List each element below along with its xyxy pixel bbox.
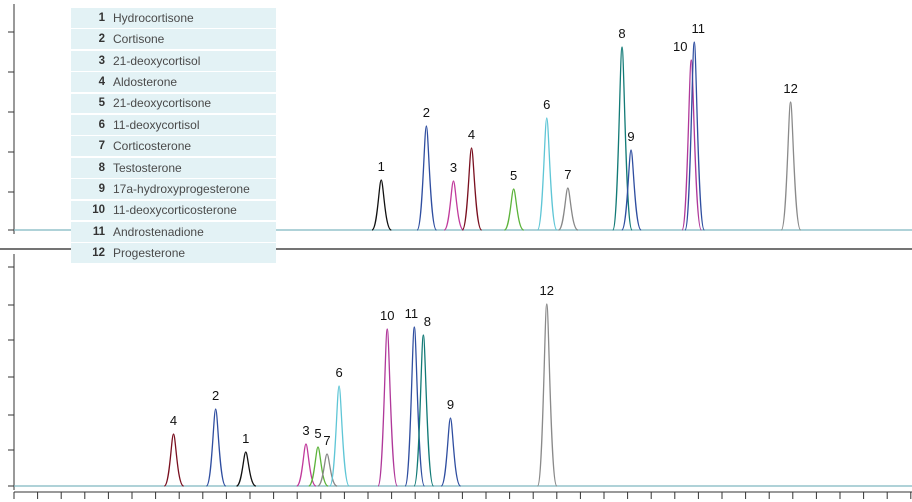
peak-label-top-1: 1	[378, 159, 385, 174]
peak-top-9	[621, 149, 642, 231]
legend-number: 3	[98, 54, 105, 67]
legend-number: 11	[92, 225, 105, 238]
peak-label-bottom-11: 11	[405, 306, 419, 321]
legend-name: 11-deoxycorticosterone	[113, 203, 237, 218]
legend-name: 11-deoxycortisol	[113, 117, 200, 132]
peak-bottom-5	[308, 446, 329, 487]
peak-label-bottom-7: 7	[323, 433, 330, 448]
legend-number: 9	[98, 183, 105, 196]
peak-bottom-1	[235, 451, 257, 487]
legend-name: 21-deoxycortisone	[113, 96, 212, 111]
legend-number: 10	[92, 204, 105, 217]
peak-label-top-2: 2	[423, 105, 430, 120]
legend-item: 12 Progesterone	[71, 243, 276, 264]
peak-label-top-8: 8	[618, 26, 625, 41]
legend-number: 12	[92, 247, 105, 260]
legend-item: 2 Cortisone	[71, 29, 276, 50]
peak-label-top-10: 10	[673, 39, 687, 54]
legend-number: 6	[98, 118, 105, 131]
peak-label-top-3: 3	[450, 160, 457, 175]
peak-label-bottom-3: 3	[302, 423, 309, 438]
peak-bottom-8	[413, 334, 435, 487]
peak-top-1	[371, 179, 392, 231]
peak-top-7	[557, 187, 579, 231]
peak-label-bottom-10: 10	[380, 308, 394, 323]
legend-item: 8 Testosterone	[71, 157, 276, 178]
legend-number: 4	[98, 76, 105, 89]
peak-label-bottom-5: 5	[314, 426, 321, 441]
peak-label-bottom-1: 1	[242, 431, 249, 446]
peak-label-bottom-6: 6	[335, 365, 342, 380]
peak-top-10	[681, 59, 702, 231]
peak-label-top-5: 5	[510, 168, 517, 183]
legend-item: 3 21-deoxycortisol	[71, 50, 276, 71]
legend-name: 17a-hydroxyprogesterone	[113, 182, 250, 197]
legend-name: Androstenadione	[113, 224, 204, 239]
peak-label-bottom-9: 9	[447, 397, 454, 412]
peak-bottom-10	[377, 328, 398, 487]
peak-bottom-2	[205, 408, 227, 487]
peak-label-top-4: 4	[468, 127, 475, 142]
peak-label-bottom-12: 12	[540, 283, 554, 298]
peak-bottom-4	[163, 433, 185, 487]
peak-top-12	[780, 101, 802, 231]
compound-legend: 1 Hydrocortisone 2 Cortisone 3 21-deoxycort…	[71, 8, 276, 265]
legend-item: 5 21-deoxycortisone	[71, 93, 276, 114]
legend-item: 6 11-deoxycortisol	[71, 114, 276, 135]
legend-item: 11 Androstenadione	[71, 221, 276, 242]
peak-bottom-3	[296, 443, 317, 487]
legend-name: Aldosterone	[113, 75, 178, 90]
peak-top-3	[443, 180, 465, 231]
peak-label-top-9: 9	[627, 129, 634, 144]
legend-number: 5	[98, 97, 105, 110]
legend-number: 8	[98, 161, 105, 174]
peak-top-5	[503, 188, 525, 231]
peak-label-bottom-8: 8	[424, 314, 431, 329]
legend-item: 9 17a-hydroxyprogesterone	[71, 179, 276, 199]
legend-number: 7	[98, 140, 105, 153]
legend-number: 1	[98, 11, 105, 24]
peak-label-bottom-4: 4	[170, 413, 177, 428]
peak-bottom-6	[329, 385, 350, 487]
peak-top-4	[461, 147, 483, 231]
peak-label-top-6: 6	[543, 97, 550, 112]
legend-name: Corticosterone	[113, 139, 192, 154]
legend-item: 4 Aldosterone	[71, 72, 276, 92]
peak-bottom-11	[404, 326, 426, 487]
peak-bottom-9	[440, 417, 462, 487]
peak-label-bottom-2: 2	[212, 388, 219, 403]
legend-name: Testosterone	[113, 160, 182, 175]
legend-item: 10 11-deoxycorticosterone	[71, 200, 276, 221]
peak-top-6	[536, 117, 558, 231]
peak-label-top-12: 12	[783, 81, 797, 96]
peak-top-11	[684, 41, 705, 231]
peak-label-top-7: 7	[564, 167, 571, 182]
legend-name: Hydrocortisone	[113, 10, 194, 25]
peak-label-top-11: 11	[692, 21, 706, 36]
peak-top-2	[416, 125, 438, 231]
legend-name: Cortisone	[113, 32, 165, 47]
legend-number: 2	[98, 33, 105, 46]
legend-name: Progesterone	[113, 246, 186, 261]
legend-item: 7 Corticosterone	[71, 136, 276, 157]
peak-bottom-12	[536, 303, 558, 487]
legend-item: 1 Hydrocortisone	[71, 8, 276, 28]
legend-name: 21-deoxycortisol	[113, 53, 201, 68]
